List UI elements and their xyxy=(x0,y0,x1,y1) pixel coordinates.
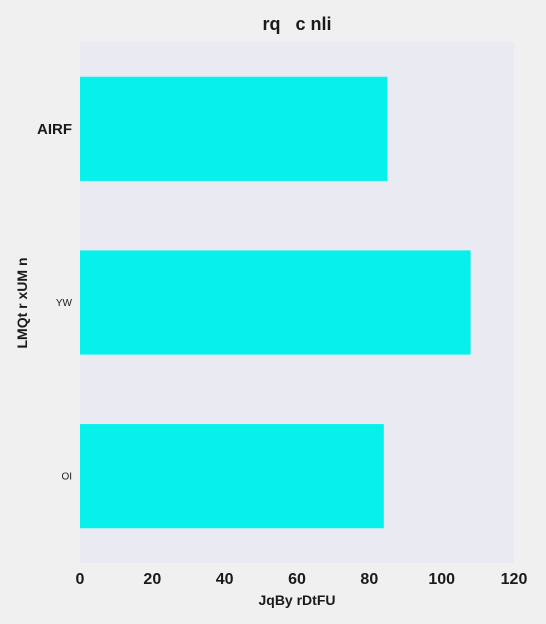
x-tick-label: 40 xyxy=(216,571,234,588)
y-tick-label: YW xyxy=(56,298,73,309)
bar-airf xyxy=(80,76,388,181)
bar-oi xyxy=(80,424,384,529)
bar-yw xyxy=(80,250,471,355)
y-tick-label: OI xyxy=(61,472,72,483)
x-tick-label: 20 xyxy=(143,571,161,588)
x-tick-label: 120 xyxy=(501,571,528,588)
x-tick-label: 0 xyxy=(76,571,85,588)
x-tick-label: 80 xyxy=(360,571,378,588)
y-tick-label: AIRF xyxy=(37,121,72,138)
y-tick-labels: AIRF YW OI xyxy=(37,121,73,483)
x-tick-labels: 0 20 40 60 80 100 120 xyxy=(76,571,528,588)
bars-group xyxy=(80,76,471,529)
x-tick-label: 60 xyxy=(288,571,306,588)
chart-title: rq c nli xyxy=(262,14,331,34)
x-axis-label: JqBy rDtFU xyxy=(258,592,335,608)
y-axis-label: LMQt r xUM n xyxy=(14,258,30,349)
x-tick-label: 100 xyxy=(428,571,455,588)
